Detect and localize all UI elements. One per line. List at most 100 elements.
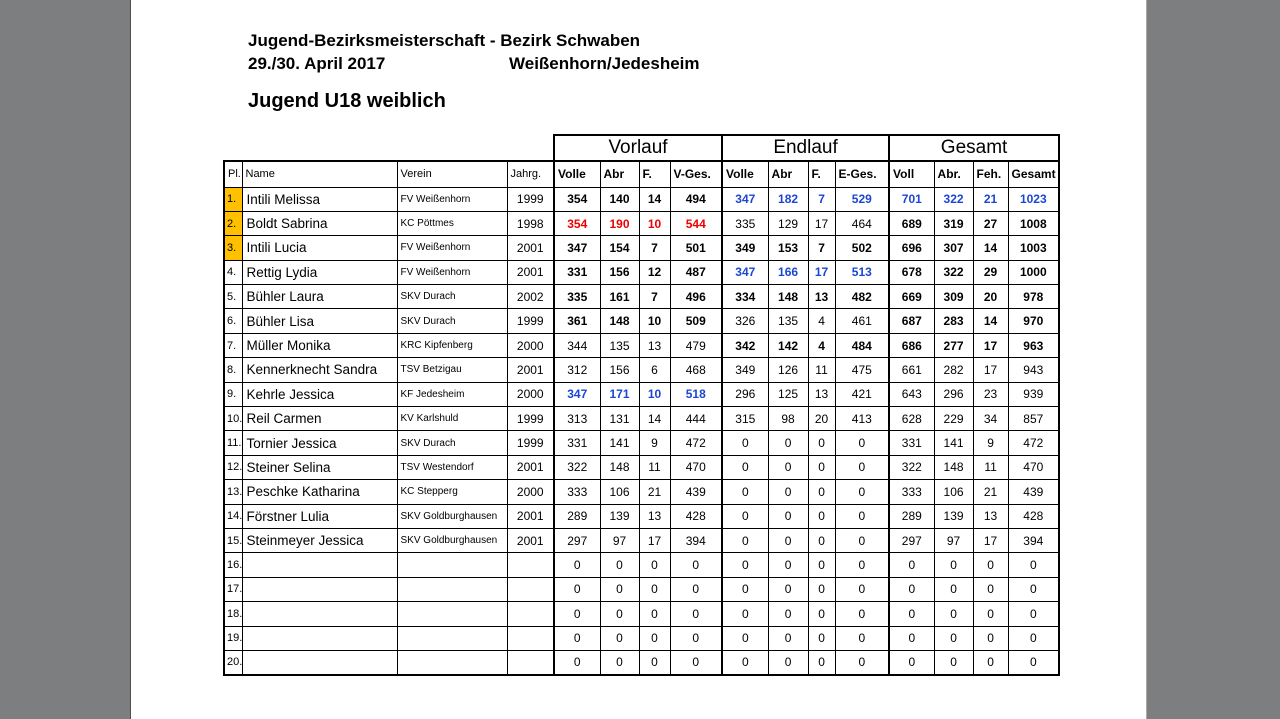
cell-jahrg <box>506 552 555 578</box>
cell-g-feh: 13 <box>972 503 1009 529</box>
cell-pl: 2. <box>223 210 243 237</box>
cell-g-abr: 106 <box>933 479 974 505</box>
cell-name <box>241 576 398 603</box>
cell-v-volle: 331 <box>553 259 601 286</box>
cell-v-f: 13 <box>638 332 671 359</box>
document-date: 29./30. April 2017 <box>248 54 386 73</box>
cell-g-gesamt: 394 <box>1007 527 1061 554</box>
cell-verein: KV Karlshuld <box>396 406 508 432</box>
cell-jahrg: 2000 <box>506 381 555 408</box>
cell-e-f: 0 <box>807 625 836 651</box>
cell-v-f: 21 <box>638 479 671 505</box>
cell-g-abr: 0 <box>933 649 974 676</box>
cell-pl: 9. <box>223 381 243 408</box>
cell-e-abr: 0 <box>767 454 809 481</box>
cell-pl: 3. <box>223 235 243 261</box>
cell-v-abr: 161 <box>599 284 640 310</box>
cell-name: Förstner Lulia <box>241 503 398 529</box>
cell-v-ges: 479 <box>669 332 723 359</box>
cell-v-abr: 135 <box>599 332 640 359</box>
group-header-gesamt: Gesamt <box>888 134 1061 162</box>
cell-g-voll: 628 <box>888 406 935 432</box>
cell-g-feh: 23 <box>972 381 1009 408</box>
cell-v-ges: 518 <box>669 381 723 408</box>
cell-g-gesamt: 472 <box>1007 430 1061 456</box>
cell-v-abr: 140 <box>599 186 640 212</box>
cell-v-abr: 0 <box>599 552 640 578</box>
cell-jahrg: 2001 <box>506 259 555 286</box>
cell-v-volle: 313 <box>553 406 601 432</box>
cell-e-ges: 0 <box>834 430 890 456</box>
cell-g-gesamt: 0 <box>1007 576 1061 603</box>
cell-v-abr: 141 <box>599 430 640 456</box>
cell-v-volle: 354 <box>553 210 601 237</box>
cell-pl: 15. <box>223 527 243 554</box>
cell-g-gesamt: 978 <box>1007 284 1061 310</box>
cell-v-f: 7 <box>638 284 671 310</box>
cell-g-abr: 0 <box>933 552 974 578</box>
cell-g-abr: 141 <box>933 430 974 456</box>
cell-pl: 19. <box>223 625 243 651</box>
cell-g-gesamt: 0 <box>1007 601 1061 627</box>
cell-e-abr: 98 <box>767 406 809 432</box>
cell-g-abr: 296 <box>933 381 974 408</box>
cell-v-ges: 0 <box>669 552 723 578</box>
cell-g-abr: 0 <box>933 601 974 627</box>
document-location: Weißenhorn/Jedesheim <box>509 54 700 73</box>
cell-name: Tornier Jessica <box>241 430 398 456</box>
cell-name: Bühler Lisa <box>241 308 398 334</box>
cell-e-f: 0 <box>807 576 836 603</box>
cell-e-f: 4 <box>807 308 836 334</box>
cell-g-feh: 0 <box>972 552 1009 578</box>
table-row: 1. Intili Melissa FV Weißenhorn 1999 354 140 1… <box>223 186 1061 212</box>
cell-e-abr: 153 <box>767 235 809 261</box>
cell-v-volle: 0 <box>553 552 601 578</box>
cell-g-voll: 322 <box>888 454 935 481</box>
cell-e-volle: 335 <box>721 210 769 237</box>
cell-name: Boldt Sabrina <box>241 210 398 237</box>
cell-verein: KC Stepperg <box>396 479 508 505</box>
cell-name: Intili Lucia <box>241 235 398 261</box>
cell-g-voll: 689 <box>888 210 935 237</box>
cell-g-gesamt: 439 <box>1007 479 1061 505</box>
col-header-e-abr: Abr <box>767 160 809 188</box>
cell-v-ges: 439 <box>669 479 723 505</box>
cell-v-ges: 0 <box>669 649 723 676</box>
cell-name <box>241 601 398 627</box>
cell-e-f: 17 <box>807 259 836 286</box>
cell-g-feh: 17 <box>972 527 1009 554</box>
cell-name: Reil Carmen <box>241 406 398 432</box>
cell-pl: 17. <box>223 576 243 603</box>
cell-v-f: 10 <box>638 210 671 237</box>
cell-g-abr: 139 <box>933 503 974 529</box>
cell-v-f: 0 <box>638 625 671 651</box>
cell-e-ges: 0 <box>834 527 890 554</box>
col-header-g-feh: Feh. <box>972 160 1009 188</box>
cell-e-volle: 0 <box>721 625 769 651</box>
cell-pl: 4. <box>223 259 243 286</box>
cell-g-gesamt: 0 <box>1007 625 1061 651</box>
cell-e-abr: 142 <box>767 332 809 359</box>
cell-e-abr: 0 <box>767 430 809 456</box>
cell-e-volle: 0 <box>721 601 769 627</box>
cell-g-feh: 17 <box>972 357 1009 383</box>
cell-e-volle: 347 <box>721 259 769 286</box>
cell-e-ges: 0 <box>834 503 890 529</box>
col-header-v-abr: Abr <box>599 160 640 188</box>
cell-g-abr: 282 <box>933 357 974 383</box>
cell-e-abr: 182 <box>767 186 809 212</box>
cell-g-gesamt: 1003 <box>1007 235 1061 261</box>
cell-e-ges: 461 <box>834 308 890 334</box>
table-row: 17. 0 0 0 0 0 0 0 0 0 0 0 0 <box>223 576 1061 603</box>
cell-e-ges: 513 <box>834 259 890 286</box>
cell-verein: SKV Durach <box>396 308 508 334</box>
cell-e-volle: 334 <box>721 284 769 310</box>
cell-g-voll: 678 <box>888 259 935 286</box>
cell-pl: 18. <box>223 601 243 627</box>
cell-v-f: 12 <box>638 259 671 286</box>
cell-v-ges: 428 <box>669 503 723 529</box>
cell-e-abr: 0 <box>767 527 809 554</box>
cell-e-volle: 315 <box>721 406 769 432</box>
cell-e-ges: 0 <box>834 649 890 676</box>
